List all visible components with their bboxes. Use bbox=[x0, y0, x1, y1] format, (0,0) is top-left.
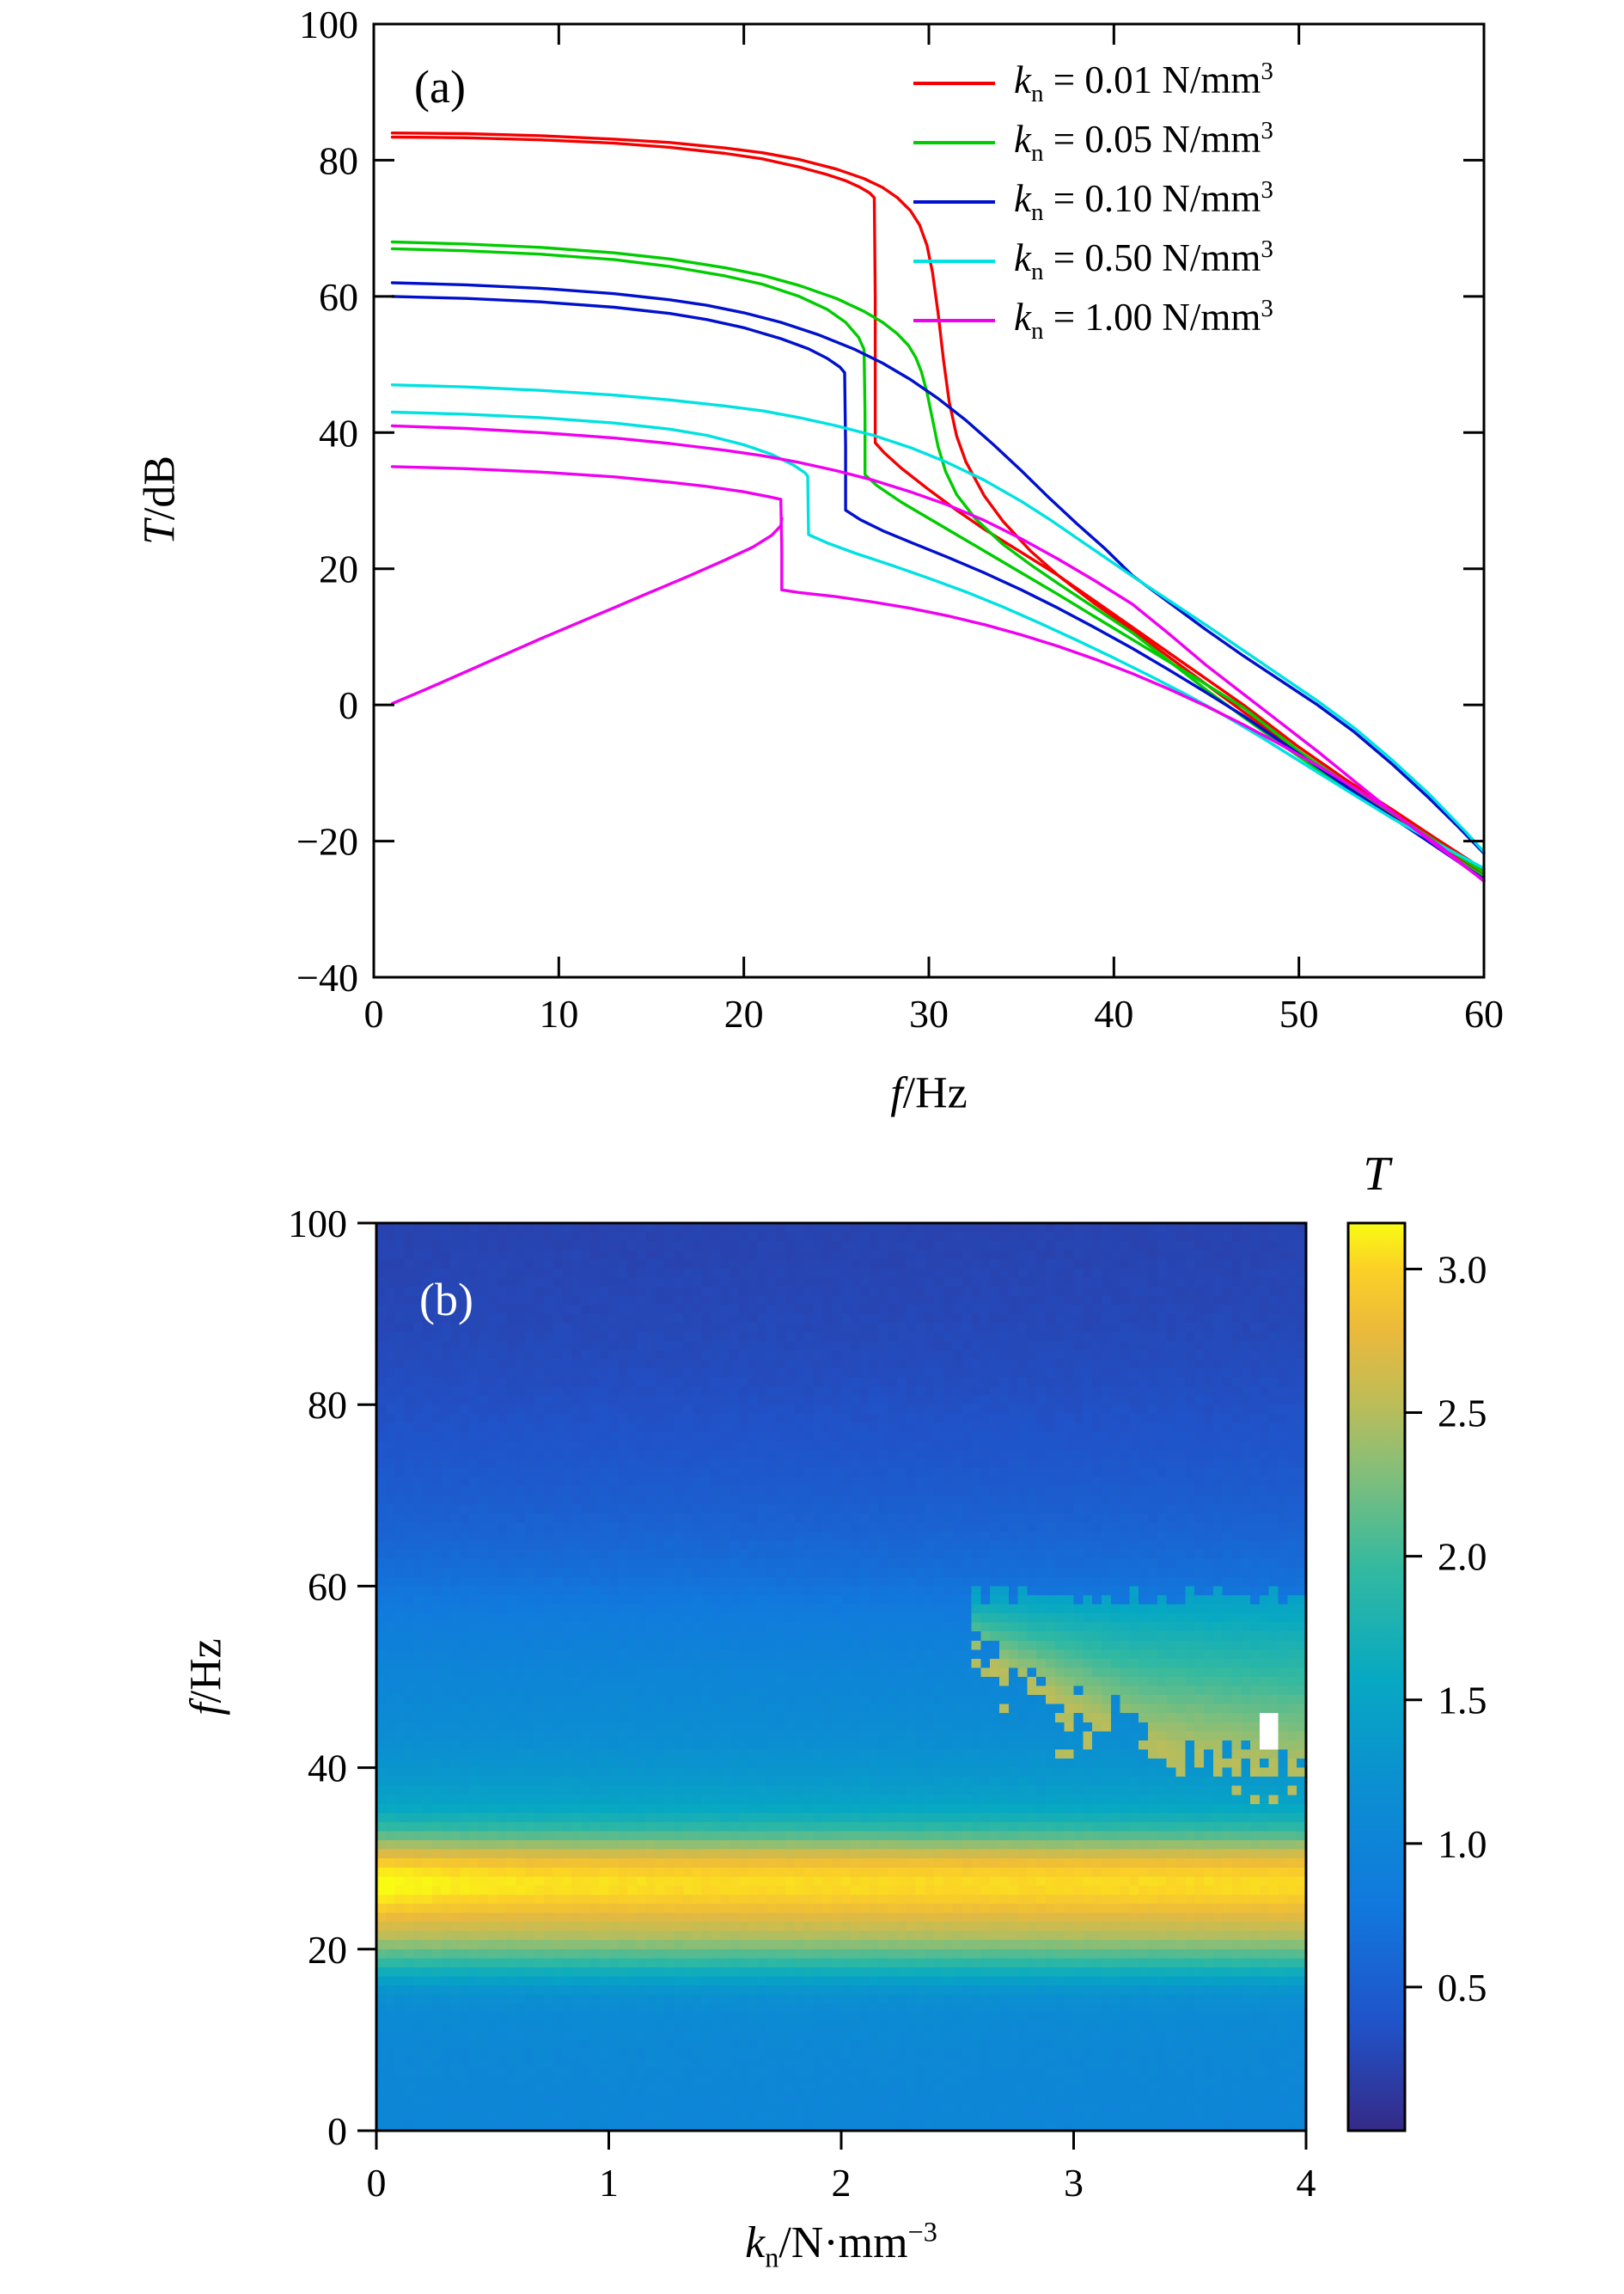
b-x-tick-label: 1 bbox=[599, 2161, 619, 2205]
legend-label: kn = 0.05 N/mm3 bbox=[1014, 117, 1273, 167]
a-y-tick-label: 20 bbox=[319, 548, 358, 591]
b-y-tick-label: 20 bbox=[308, 1928, 347, 1972]
legend-item-kn-0.50: kn = 0.50 N/mm3 bbox=[913, 231, 1273, 291]
b-x-tick-label: 0 bbox=[367, 2161, 387, 2205]
a-y-tick-label: 100 bbox=[299, 3, 358, 46]
b-y-tick-label: 0 bbox=[327, 2109, 347, 2153]
x-axis-variable: k bbox=[745, 2218, 766, 2267]
legend-swatch bbox=[913, 81, 995, 85]
legend-item-kn-0.05: kn = 0.05 N/mm3 bbox=[913, 113, 1273, 172]
x-axis-subscript: n bbox=[765, 2242, 779, 2273]
legend-label: kn = 0.01 N/mm3 bbox=[1014, 58, 1273, 107]
panel-b-y-axis-label: f/Hz bbox=[181, 1638, 232, 1716]
b-y-tick-label: 40 bbox=[308, 1746, 347, 1790]
colorbar-gradient bbox=[1348, 1223, 1405, 2131]
legend-item-kn-0.01: kn = 0.01 N/mm3 bbox=[913, 53, 1273, 113]
b-y-tick-label: 80 bbox=[308, 1383, 347, 1427]
colorbar-tick-label: 2.5 bbox=[1438, 1392, 1487, 1435]
legend-item-kn-1.00: kn = 1.00 N/mm3 bbox=[913, 291, 1273, 350]
series-kn-1.00-upper-1 bbox=[390, 424, 1486, 883]
colorbar-tick-label: 1.5 bbox=[1438, 1679, 1487, 1722]
b-x-tick-label: 4 bbox=[1297, 2161, 1316, 2205]
a-y-tick-label: 40 bbox=[319, 411, 358, 455]
a-y-tick-label: 80 bbox=[319, 138, 358, 182]
a-x-tick-label: 10 bbox=[539, 992, 578, 1036]
legend: kn = 0.01 N/mm3 kn = 0.05 N/mm3 kn = 0.10 … bbox=[913, 53, 1273, 350]
legend-item-kn-0.10: kn = 0.10 N/mm3 bbox=[913, 172, 1273, 231]
series-kn-0.50-upper-1 bbox=[390, 383, 1486, 853]
series-kn-0.10-upper-1 bbox=[390, 281, 1486, 855]
panel-b-frame bbox=[375, 1221, 1308, 2132]
y-axis-unit: /Hz bbox=[181, 1638, 231, 1704]
a-x-tick-label: 40 bbox=[1094, 992, 1133, 1036]
legend-swatch bbox=[913, 140, 995, 144]
series-kn-1.00-upper-2 bbox=[390, 465, 1486, 884]
b-y-tick-label: 100 bbox=[288, 1202, 347, 1245]
a-y-tick-label: 60 bbox=[319, 275, 358, 319]
panel-b-label: (b) bbox=[419, 1274, 473, 1325]
panel-b-x-axis-label: kn/N·mm−3 bbox=[745, 2217, 937, 2274]
series-kn-0.05-upper-2 bbox=[390, 247, 1486, 874]
legend-swatch bbox=[913, 318, 995, 322]
colorbar-tick-label: 3.0 bbox=[1438, 1247, 1487, 1291]
y-axis-variable: f bbox=[181, 1703, 231, 1716]
x-axis-unit: /N·mm bbox=[778, 2218, 908, 2267]
y-axis-unit: /dB bbox=[135, 455, 185, 521]
a-x-tick-label: 60 bbox=[1464, 992, 1504, 1036]
a-y-tick-label: 0 bbox=[339, 683, 358, 727]
panel-a-x-axis-label: f/Hz bbox=[890, 1068, 968, 1119]
series-kn-0.50-upper-2 bbox=[390, 410, 1486, 870]
b-x-tick-label: 3 bbox=[1064, 2161, 1084, 2205]
colorbar-frame bbox=[1346, 1221, 1407, 2132]
legend-swatch bbox=[913, 259, 995, 263]
a-x-tick-label: 20 bbox=[724, 992, 764, 1036]
panel-a-label: (a) bbox=[414, 61, 466, 113]
heatmap-canvas bbox=[376, 1223, 1306, 2131]
y-axis-variable: T bbox=[135, 520, 185, 546]
legend-label: kn = 1.00 N/mm3 bbox=[1014, 295, 1273, 345]
colorbar-tick-label: 0.5 bbox=[1438, 1966, 1487, 2010]
colorbar-title: T bbox=[1363, 1147, 1390, 1201]
series-kn-0.10-upper-2 bbox=[390, 295, 1486, 881]
legend-label: kn = 0.50 N/mm3 bbox=[1014, 236, 1273, 285]
panel-a-plot: 0 10 20 30 40 50 60 −40 −20 0 20 40 60 80 100 bbox=[296, 3, 1504, 1036]
x-axis-variable: f bbox=[890, 1068, 903, 1118]
legend-label: kn = 0.10 N/mm3 bbox=[1014, 176, 1273, 226]
colorbar-tick-label: 2.0 bbox=[1438, 1535, 1487, 1579]
a-y-tick-label: −40 bbox=[296, 956, 358, 1000]
a-x-tick-label: 0 bbox=[364, 992, 384, 1036]
x-axis-exponent: −3 bbox=[907, 2216, 937, 2248]
legend-swatch bbox=[913, 199, 995, 204]
a-x-tick-label: 50 bbox=[1279, 992, 1319, 1036]
colorbar-tick-label: 1.0 bbox=[1438, 1822, 1487, 1866]
x-axis-unit: /Hz bbox=[902, 1068, 968, 1118]
panel-a-y-axis-label: T/dB bbox=[135, 456, 186, 545]
a-y-tick-label: −20 bbox=[296, 820, 358, 864]
series-kn-0.01-upper-2 bbox=[390, 135, 1486, 872]
series-kn-1.00-lower-branch bbox=[390, 517, 784, 706]
b-x-tick-label: 2 bbox=[832, 2161, 852, 2205]
b-y-tick-label: 60 bbox=[308, 1564, 347, 1608]
a-x-tick-label: 30 bbox=[909, 992, 949, 1036]
